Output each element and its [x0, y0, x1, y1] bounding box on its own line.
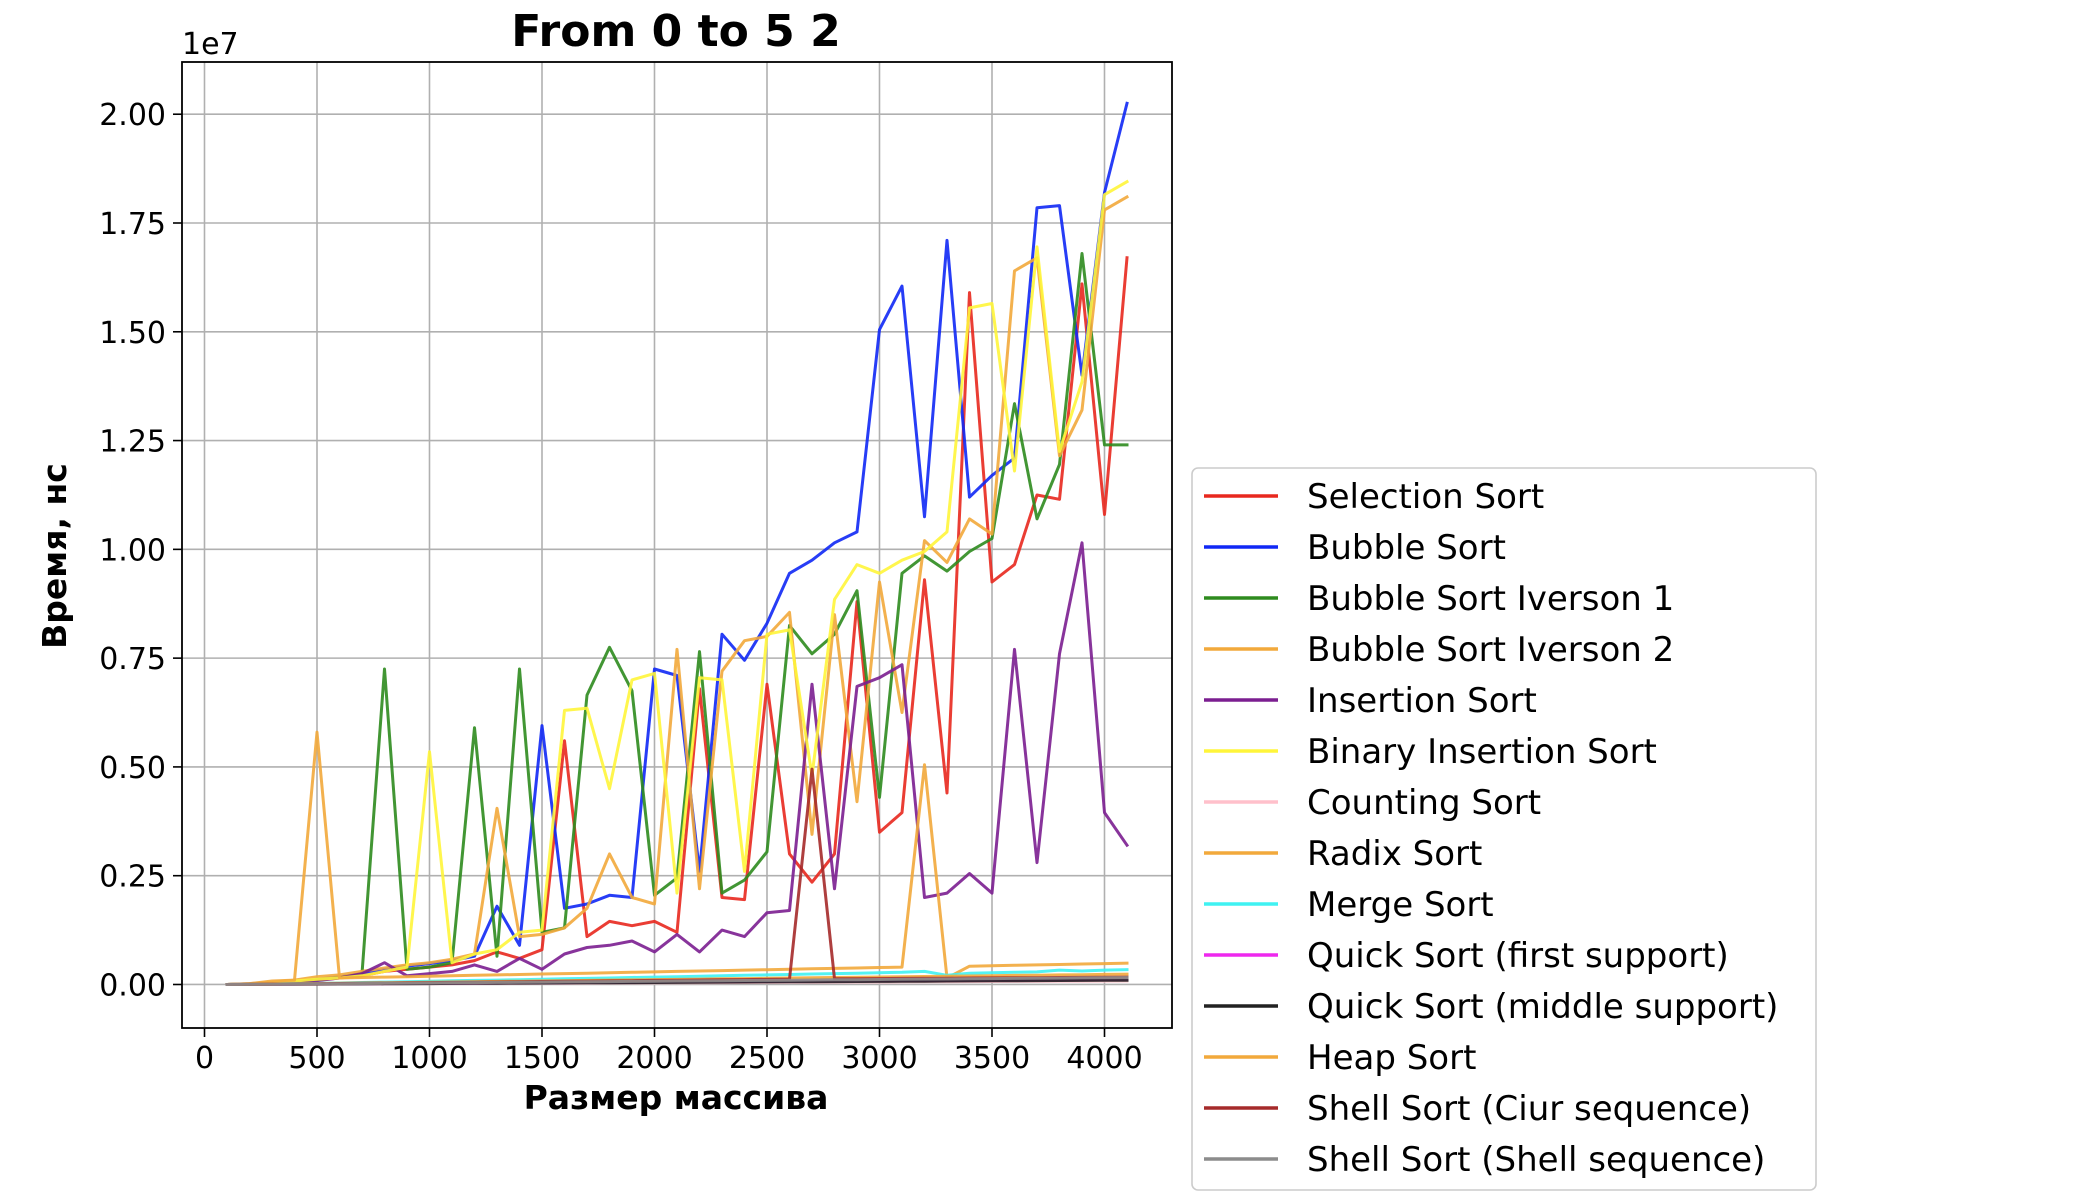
series-line-insertion-sort	[225, 541, 1130, 987]
x-tick-label: 1500	[504, 1041, 580, 1076]
axis-ticks: 0 500 1000 1500 2000 2500 3000 3500 4000 0.00 0.25…	[99, 98, 1142, 1076]
legend-label-quick-sort-first-support: Quick Sort (first support)	[1307, 936, 1729, 976]
legend-label-insertion-sort: Insertion Sort	[1307, 681, 1537, 721]
y-tick-label: 2.00	[99, 98, 166, 133]
series-line-binary-insertion-sort	[225, 179, 1130, 987]
legend-label-quick-sort-middle-support: Quick Sort (middle support)	[1307, 987, 1778, 1027]
x-axis-label: Размер массива	[524, 1078, 829, 1117]
y-tick-label: 0.00	[99, 968, 166, 1003]
legend-label-shell-sort-shell-sequence: Shell Sort (Shell sequence)	[1307, 1140, 1765, 1180]
y-tick-label: 0.75	[99, 642, 166, 677]
legend-frame	[1191, 467, 1817, 1191]
series-line-bubble-sort	[225, 101, 1129, 987]
x-tick-label: 3000	[841, 1041, 917, 1076]
legend-label-counting-sort: Counting Sort	[1307, 783, 1541, 823]
legend-label-binary-insertion-sort: Binary Insertion Sort	[1307, 732, 1657, 772]
legend-label-shell-sort-ciur-sequence: Shell Sort (Ciur sequence)	[1307, 1089, 1751, 1129]
legend: Selection Sort Bubble Sort Bubble Sort Ive…	[1191, 467, 1817, 1191]
y-tick-label: 1.75	[99, 207, 166, 242]
x-tick-label: 500	[288, 1041, 345, 1076]
y-offset-label: 1e7	[182, 27, 239, 62]
legend-label-bubble-sort-iverson-1: Bubble Sort Iverson 1	[1307, 579, 1674, 619]
x-tick-label: 4000	[1066, 1041, 1142, 1076]
legend-label-merge-sort: Merge Sort	[1307, 885, 1494, 925]
legend-label-heap-sort: Heap Sort	[1307, 1038, 1476, 1078]
x-tick-label: 2500	[729, 1041, 805, 1076]
y-tick-label: 1.50	[99, 316, 166, 351]
legend-label-radix-sort: Radix Sort	[1307, 834, 1482, 874]
y-tick-label: 0.25	[99, 860, 166, 895]
x-tick-label: 1000	[391, 1041, 467, 1076]
series-line-radix-sort	[225, 730, 1129, 987]
legend-label-bubble-sort: Bubble Sort	[1307, 528, 1506, 568]
x-tick-label: 0	[195, 1041, 214, 1076]
legend-label-selection-sort: Selection Sort	[1307, 477, 1544, 517]
series-line-shell-sort-shell-sequence	[225, 976, 1129, 987]
series-lines	[225, 101, 1130, 987]
chart-title: From 0 to 5 2	[511, 6, 840, 57]
plot-frame	[181, 61, 1173, 1029]
y-tick-label: 1.00	[99, 533, 166, 568]
y-axis-label: Время, нс	[35, 463, 74, 649]
series-line-bubble-sort-iverson-2	[225, 194, 1130, 987]
series-line-bubble-sort-iverson-1	[225, 252, 1129, 987]
legend-label-bubble-sort-iverson-2: Bubble Sort Iverson 2	[1307, 630, 1674, 670]
y-tick-label: 0.50	[99, 751, 166, 786]
x-tick-label: 2000	[616, 1041, 692, 1076]
x-tick-label: 3500	[954, 1041, 1030, 1076]
y-tick-label: 1.25	[99, 425, 166, 460]
